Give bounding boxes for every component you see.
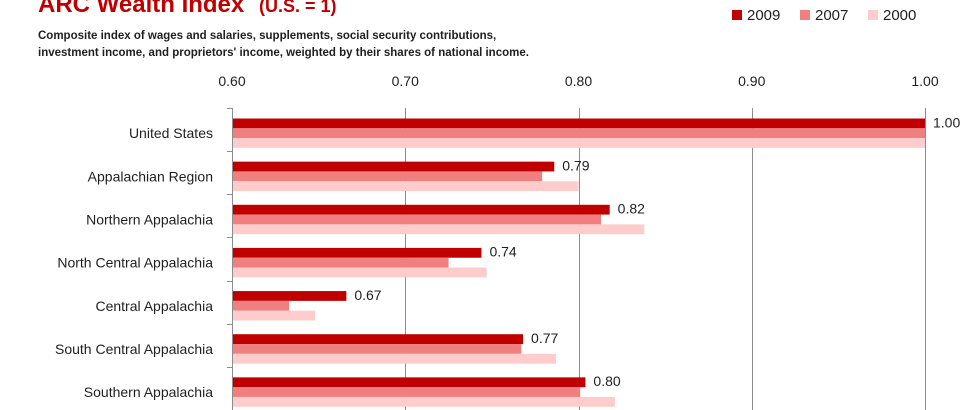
x-tick-label: 0.80 [565,73,592,89]
category-label-north-central-appalachia: North Central Appalachia [57,255,213,271]
bars [232,118,925,407]
data-label-northern-appalachia: 0.82 [618,201,645,217]
subtitle-line-1: Composite index of wages and salaries, s… [38,30,496,42]
data-label-appalachian-region: 0.79 [562,157,589,173]
bar-2009-north-central-appalachia [232,247,482,258]
data-label-central-appalachia: 0.67 [354,287,381,303]
legend-label-2000: 2000 [883,7,916,24]
bar-2009-northern-appalachia [232,204,610,215]
chart-title-main: ARC Wealth Index [38,0,245,18]
category-label-central-appalachia: Central Appalachia [95,298,213,314]
bar-2000-southern-appalachia [232,396,615,407]
bar-2009-south-central-appalachia [232,334,524,345]
bar-2000-south-central-appalachia [232,353,556,364]
bar-2009-appalachian-region [232,161,555,172]
legend-swatch-2007 [800,10,810,20]
bar-2007-central-appalachia [232,300,290,311]
legend-label-2009: 2009 [747,7,780,24]
bar-2009-united-states [232,118,925,129]
x-tick-label: 0.60 [218,73,245,89]
chart-title: ARC Wealth Index (U.S. = 1) [38,0,337,18]
bar-2000-united-states [232,138,925,148]
category-label-united-states: United States [129,125,213,141]
bar-2000-appalachian-region [232,181,579,192]
chart-title-unit: (U.S. = 1) [259,0,337,16]
data-labels: 1.00 0.79 0.82 0.74 0.67 0.77 0.80 [354,114,960,389]
bar-2009-central-appalachia [232,291,347,301]
legend: 2009 2007 2000 [732,7,916,24]
x-axis-tick-labels: 0.60 0.70 0.80 0.90 1.00 [218,73,938,89]
bar-2007-south-central-appalachia [232,344,522,354]
x-tick-label: 1.00 [911,73,938,89]
data-label-united-states: 1.00 [933,114,960,130]
gridlines [405,108,926,410]
y-axis [227,108,233,410]
x-tick-label: 0.90 [738,73,765,89]
category-label-northern-appalachia: Northern Appalachia [86,211,213,227]
bar-2007-appalachian-region [232,171,543,182]
data-label-north-central-appalachia: 0.74 [489,244,516,260]
legend-swatch-2009 [732,10,742,20]
legend-swatch-2000 [868,10,878,20]
legend-label-2007: 2007 [815,7,848,24]
bar-2000-northern-appalachia [232,224,645,235]
data-label-south-central-appalachia: 0.77 [531,330,558,346]
category-label-south-central-appalachia: South Central Appalachia [55,341,213,357]
bar-2007-united-states [232,128,925,139]
bar-2000-north-central-appalachia [232,267,487,278]
category-label-appalachian-region: Appalachian Region [88,168,213,184]
bar-2007-north-central-appalachia [232,257,449,268]
x-tick-label: 0.70 [392,73,419,89]
bar-2000-central-appalachia [232,310,316,321]
chart-subtitle: Composite index of wages and salaries, s… [38,30,529,59]
bar-2009-southern-appalachia [232,377,586,388]
data-label-southern-appalachia: 0.80 [593,373,620,389]
subtitle-line-2: investment income, and proprietors' inco… [38,47,529,59]
bar-2007-northern-appalachia [232,214,602,225]
category-label-southern-appalachia: Southern Appalachia [84,384,213,400]
category-labels: United States Appalachian Region Northern … [55,125,213,400]
bar-2007-southern-appalachia [232,387,581,397]
